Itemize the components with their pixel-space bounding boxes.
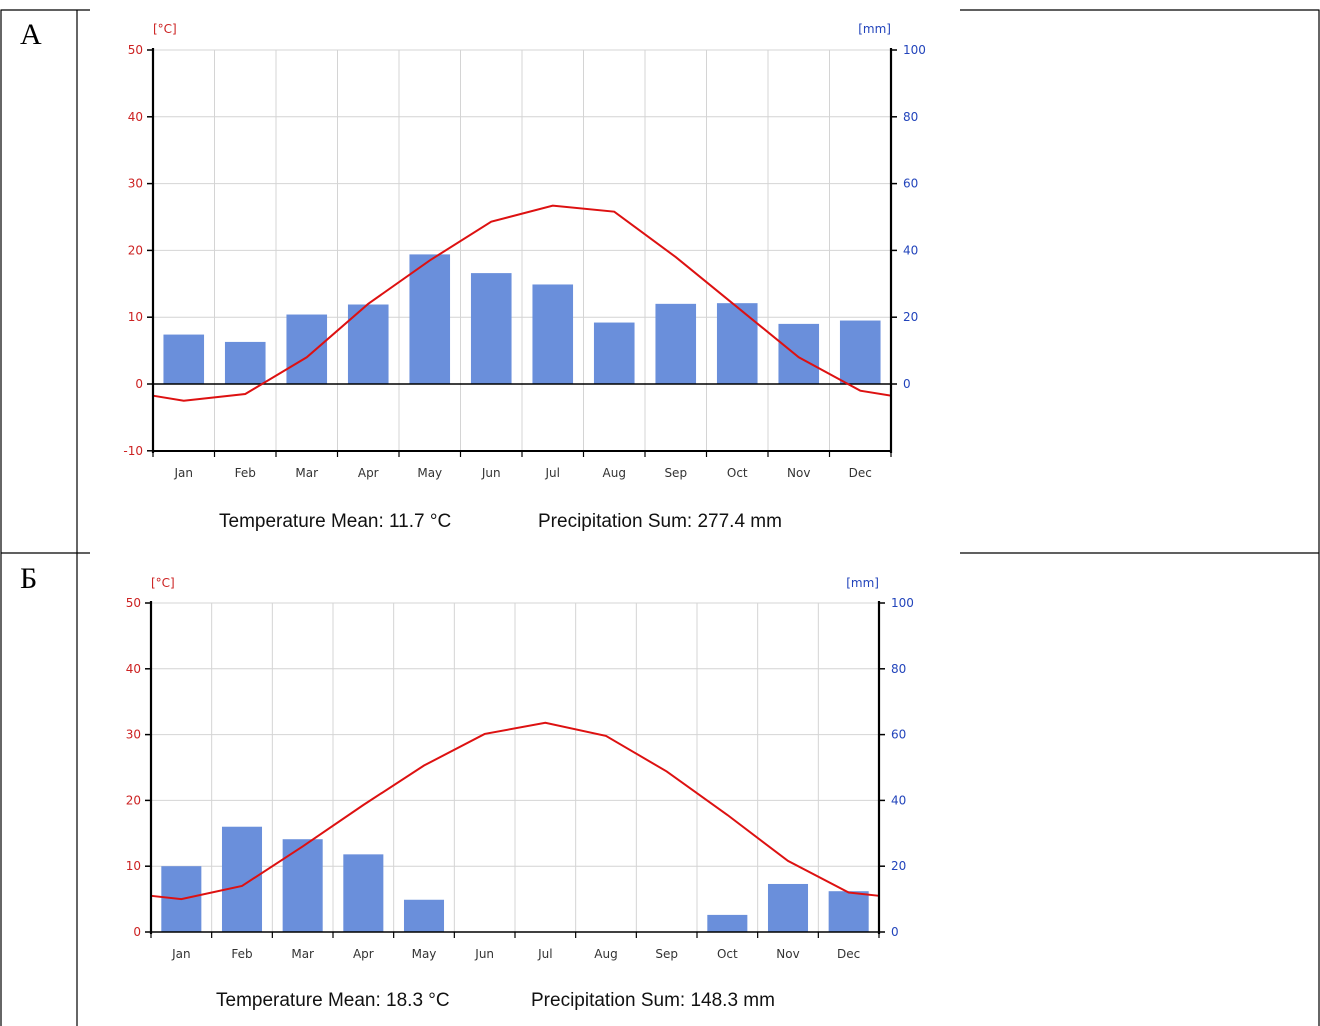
climate-chart-b: 0 10 20 30 40 50 0 20 40 60 80 100 Jan Feb Mar Apr May Ju… [126, 576, 914, 961]
category-label-jun: Jun [481, 466, 501, 480]
precipitation-sum-b: Precipitation Sum: 148.3 mm [531, 990, 775, 1011]
category-label-jan: Jan [171, 947, 191, 961]
category-label-oct: Oct [717, 947, 738, 961]
left-tick-label: 40 [128, 110, 143, 124]
precipitation-bar-nov [778, 323, 820, 384]
category-label-jan: Jan [174, 466, 194, 480]
precipitation-bar-feb [224, 341, 266, 384]
left-tick-label: 0 [135, 377, 143, 391]
left-tick-label: 10 [128, 310, 143, 324]
category-label-nov: Nov [776, 947, 799, 961]
right-axis-label: [mm] [846, 576, 879, 590]
precipitation-bar-may [409, 254, 451, 384]
precipitation-bar-nov [767, 883, 809, 932]
right-tick-label: 60 [903, 177, 918, 191]
precipitation-bar-apr [343, 854, 384, 932]
precipitation-bar-mar [282, 839, 323, 932]
right-tick-label: 0 [903, 377, 911, 391]
category-label-dec: Dec [837, 947, 860, 961]
temperature-line [152, 204, 892, 402]
precipitation-bar-oct [707, 914, 748, 932]
precipitation-sum-a: Precipitation Sum: 277.4 mm [538, 511, 782, 532]
precipitation-bar-aug [593, 322, 635, 384]
left-tick-label: 30 [128, 177, 143, 191]
precipitation-bar-mar [286, 314, 328, 384]
precipitation-bar-dec [828, 891, 869, 932]
category-label-aug: Aug [594, 947, 617, 961]
left-tick-label: 50 [126, 596, 141, 610]
left-tick-label: 20 [128, 243, 143, 257]
grid [152, 49, 892, 452]
left-tick-label: 30 [126, 728, 141, 742]
row-label-a: А [20, 18, 42, 51]
precipitation-bar-feb [221, 826, 263, 932]
climate-chart-a: -10 0 10 20 30 40 50 0 20 40 60 80 100 Jan Feb Mar Apr Ma… [123, 22, 926, 480]
left-axis-label: [°C] [151, 576, 175, 590]
category-label-mar: Mar [291, 947, 314, 961]
left-tick-label: -10 [123, 444, 143, 458]
category-label-oct: Oct [727, 466, 748, 480]
precipitation-bar-jan [163, 334, 205, 384]
category-label-feb: Feb [235, 466, 256, 480]
left-tick-label: 0 [133, 925, 141, 939]
precipitation-bar-sep [655, 303, 697, 384]
right-tick-label: 0 [891, 925, 899, 939]
temperature-mean-a: Temperature Mean: 11.7 °C [219, 511, 452, 532]
precipitation-bar-may [403, 899, 445, 932]
category-label-nov: Nov [787, 466, 810, 480]
right-tick-label: 80 [891, 662, 906, 676]
category-label-feb: Feb [231, 947, 252, 961]
temperature-line [150, 721, 880, 901]
right-tick-label: 100 [891, 596, 914, 610]
left-tick-label: 20 [126, 793, 141, 807]
category-label-may: May [412, 947, 437, 961]
right-axis-label: [mm] [858, 22, 891, 36]
row-label-b: Б [20, 562, 38, 595]
right-tick-label: 80 [903, 110, 918, 124]
category-label-apr: Apr [358, 466, 379, 480]
left-tick-label: 10 [126, 859, 141, 873]
category-label-sep: Sep [664, 466, 687, 480]
precipitation-bars [161, 826, 869, 932]
category-label-apr: Apr [353, 947, 374, 961]
category-label-sep: Sep [655, 947, 678, 961]
category-label-jul: Jul [545, 466, 560, 480]
right-tick-label: 60 [891, 728, 906, 742]
category-label-mar: Mar [295, 466, 318, 480]
temperature-mean-b: Temperature Mean: 18.3 °C [216, 990, 450, 1011]
precipitation-bar-dec [839, 320, 881, 384]
precipitation-bar-oct [716, 303, 758, 384]
left-axis-label: [°C] [153, 22, 177, 36]
category-label-may: May [417, 466, 442, 480]
right-tick-label: 40 [891, 793, 906, 807]
precipitation-bar-jul [532, 284, 574, 384]
category-label-jul: Jul [537, 947, 552, 961]
category-label-aug: Aug [603, 466, 626, 480]
category-label-jun: Jun [474, 947, 494, 961]
precipitation-bars [163, 254, 881, 384]
right-tick-label: 20 [903, 310, 918, 324]
left-tick-label: 50 [128, 43, 143, 57]
precipitation-bar-jun [470, 273, 512, 384]
precipitation-bar-apr [347, 304, 389, 384]
category-label-dec: Dec [849, 466, 872, 480]
right-tick-label: 100 [903, 43, 926, 57]
right-tick-label: 40 [903, 243, 918, 257]
right-tick-label: 20 [891, 859, 906, 873]
left-tick-label: 40 [126, 662, 141, 676]
